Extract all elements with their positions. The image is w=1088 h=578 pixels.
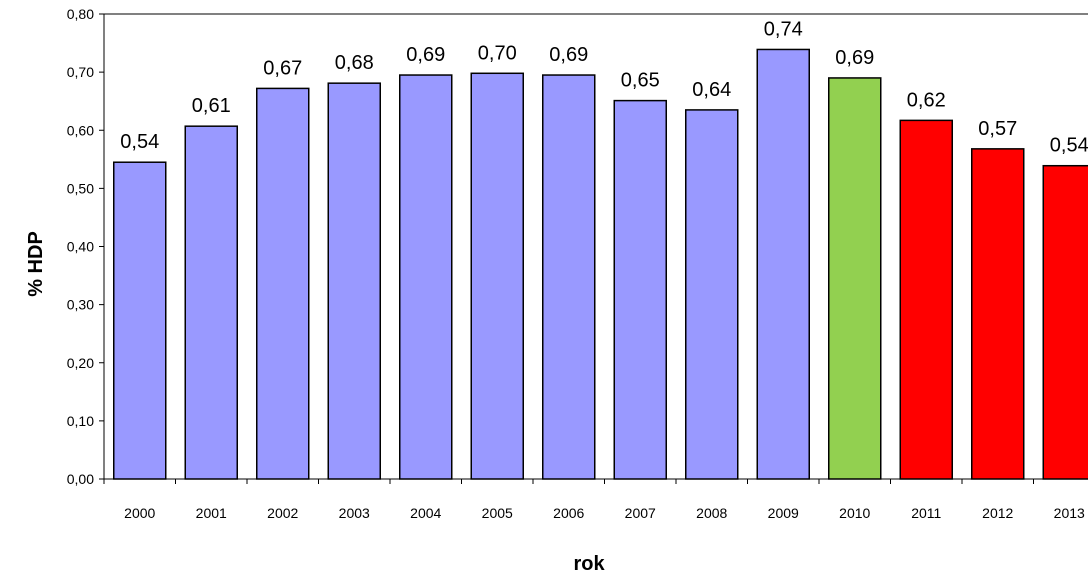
bar-2007	[613, 99, 667, 480]
x-tick-label: 2008	[696, 505, 727, 521]
bar-2006	[542, 74, 596, 480]
y-tick-label: 0,70	[67, 64, 94, 80]
data-label-2013: 0,54	[1050, 135, 1088, 157]
bar-2013	[1042, 164, 1088, 480]
data-label-2010: 0,69	[835, 47, 874, 69]
y-tick-label: 0,10	[67, 413, 94, 429]
x-tick-label: 2001	[196, 505, 227, 521]
bar-2008	[685, 109, 739, 480]
y-tick-label: 0,60	[67, 122, 94, 138]
data-label-2007: 0,65	[621, 70, 660, 92]
x-tick-label: 2009	[768, 505, 799, 521]
x-tick-label: 2010	[839, 505, 870, 521]
x-tick-label: 2011	[911, 505, 941, 521]
x-tick-label: 2004	[410, 505, 441, 521]
bar-2001	[184, 125, 238, 480]
y-tick-label: 0,80	[67, 6, 94, 22]
data-label-2012: 0,57	[978, 118, 1017, 140]
data-label-2000: 0,54	[120, 131, 159, 153]
bar-2010	[828, 77, 882, 480]
x-tick-label: 2006	[553, 505, 584, 521]
bar-2000	[113, 161, 167, 480]
data-label-2006: 0,69	[549, 44, 588, 66]
data-label-2004: 0,69	[406, 44, 445, 66]
y-tick-label: 0,00	[67, 471, 94, 487]
x-tick-label: 2012	[982, 505, 1013, 521]
data-label-2011: 0,62	[907, 89, 946, 111]
x-tick-label: 2003	[339, 505, 370, 521]
y-axis-title: % HDP	[25, 231, 47, 297]
bar-2002	[256, 87, 310, 480]
y-tick-label: 0,50	[67, 180, 94, 196]
bar-2005	[470, 72, 524, 480]
data-label-2001: 0,61	[192, 95, 231, 117]
bar-2011	[899, 119, 953, 480]
data-label-2008: 0,64	[692, 79, 731, 101]
bar-2003	[327, 82, 381, 480]
bar-2009	[756, 48, 810, 480]
bar-2004	[399, 74, 453, 480]
x-axis-title: rok	[573, 553, 605, 575]
y-tick-label: 0,40	[67, 239, 94, 255]
bar-2012	[971, 148, 1025, 480]
x-tick-label: 2000	[124, 505, 155, 521]
data-label-2003: 0,68	[335, 52, 374, 74]
y-tick-label: 0,20	[67, 355, 94, 371]
data-label-2002: 0,67	[263, 57, 302, 79]
y-tick-label: 0,30	[67, 297, 94, 313]
x-tick-label: 2013	[1054, 505, 1085, 521]
data-label-2005: 0,70	[478, 42, 517, 64]
data-label-2009: 0,74	[764, 18, 803, 40]
x-tick-label: 2005	[482, 505, 513, 521]
x-tick-label: 2002	[267, 505, 298, 521]
x-tick-label: 2007	[625, 505, 656, 521]
